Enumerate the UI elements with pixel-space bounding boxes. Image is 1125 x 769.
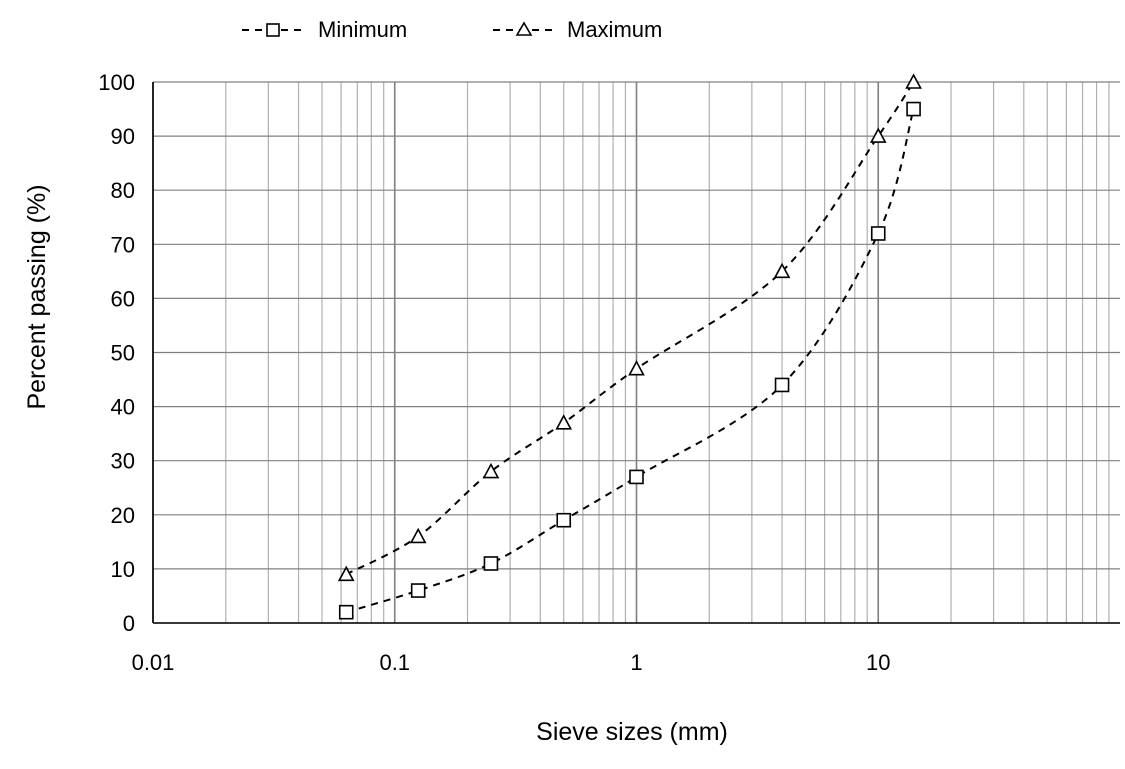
data-point-square: [483, 556, 499, 571]
legend-label-maximum: Maximum: [567, 17, 662, 42]
y-tick-label: 40: [111, 395, 135, 420]
x-tick-label: 1: [630, 650, 642, 675]
y-tick-label: 60: [111, 286, 135, 311]
y-tick-label: 80: [111, 178, 135, 203]
data-point-square: [870, 226, 886, 241]
legend: Minimum Maximum: [242, 17, 662, 42]
legend-item-minimum: Minimum: [242, 17, 407, 42]
series-layer: [337, 73, 922, 620]
x-axis-title: Sieve sizes (mm): [536, 718, 728, 746]
data-point-triangle: [773, 262, 791, 279]
y-tick-labels: 0 10 20 30 40 50 60 70 80 90 100: [98, 70, 135, 636]
x-tick-labels: 0.01 0.1 1 10: [132, 650, 891, 675]
data-point-square: [338, 604, 354, 620]
data-point-triangle: [482, 462, 500, 479]
series-line-maximum: [345, 81, 915, 576]
y-tick-label: 70: [111, 232, 135, 257]
data-point-triangle: [905, 73, 922, 89]
x-tick-label: 0.01: [132, 650, 175, 675]
y-tick-label: 10: [111, 557, 135, 582]
data-point-triangle: [337, 565, 355, 582]
data-point-triangle: [555, 414, 573, 430]
legend-square-marker-icon: [266, 23, 280, 37]
x-tick-label: 10: [866, 650, 890, 675]
data-point-square: [629, 469, 644, 485]
legend-triangle-marker-icon: [515, 21, 533, 36]
y-tick-label: 50: [111, 341, 135, 366]
x-tick-label: 0.1: [379, 650, 410, 675]
axes: [152, 82, 1120, 624]
legend-label-minimum: Minimum: [318, 17, 407, 42]
y-tick-label: 30: [111, 449, 135, 474]
y-tick-label: 100: [98, 70, 135, 95]
series-line-minimum: [345, 108, 915, 614]
y-tick-label: 20: [111, 503, 135, 528]
data-point-square: [556, 512, 572, 528]
data-point-triangle: [869, 127, 887, 143]
data-point-square: [774, 377, 790, 393]
y-tick-label: 90: [111, 124, 135, 149]
grid: [152, 81, 1120, 624]
data-point-triangle: [628, 360, 645, 376]
y-axis-title: Percent passing (%): [23, 184, 51, 409]
data-point-square: [906, 101, 921, 117]
data-point-square: [410, 583, 426, 598]
legend-item-maximum: Maximum: [493, 17, 662, 42]
data-point-triangle: [409, 527, 427, 544]
y-tick-label: 0: [123, 611, 135, 636]
